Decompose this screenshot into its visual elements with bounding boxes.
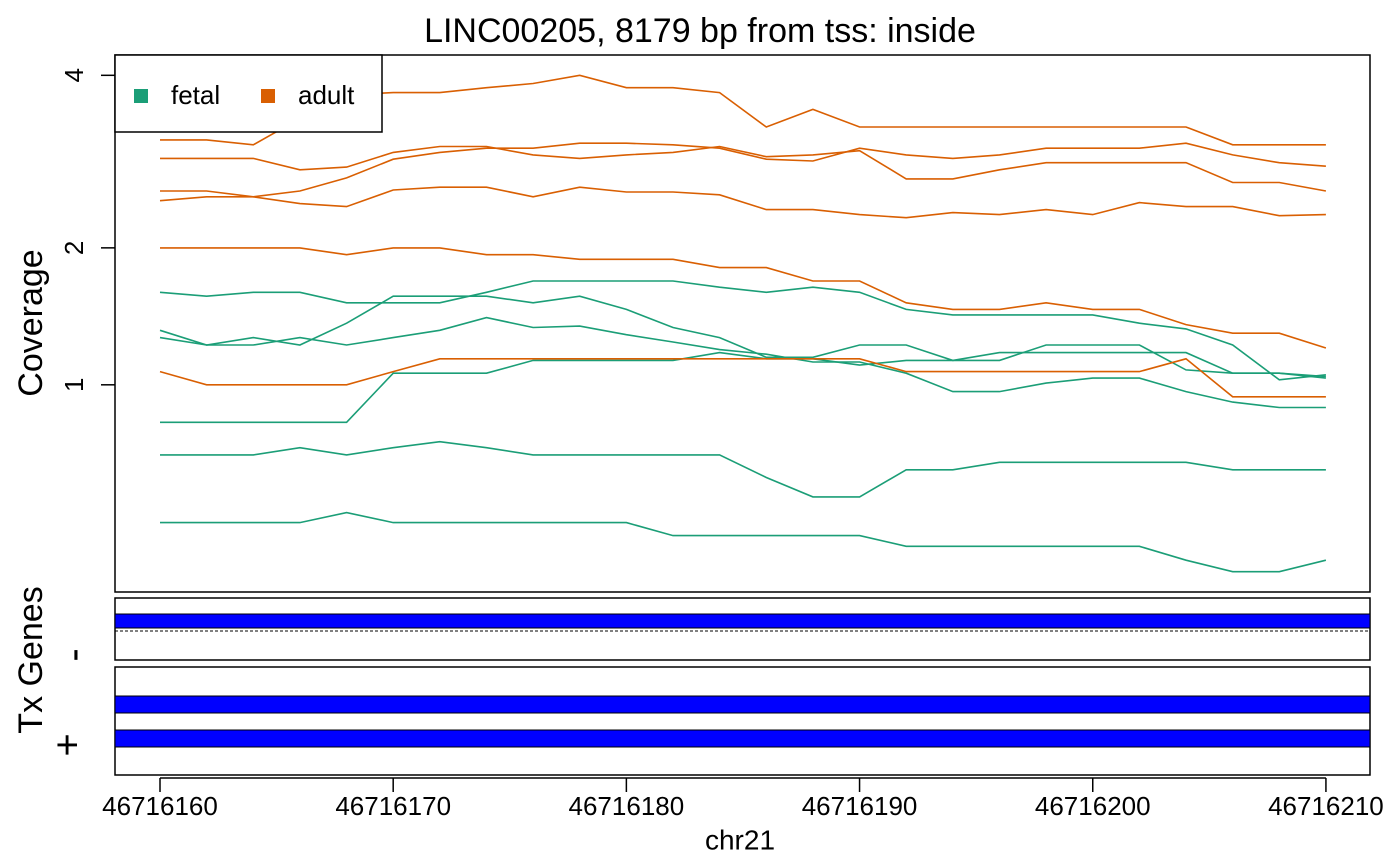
x-tick-label: 46716210	[1268, 791, 1384, 821]
series-line	[160, 145, 1327, 192]
series-line	[160, 511, 1327, 573]
legend-swatch	[261, 89, 275, 103]
x-tick-label: 46716180	[569, 791, 685, 821]
x-tick-label: 46716190	[802, 791, 918, 821]
legend-label: fetal	[171, 80, 220, 110]
legend: fetal adult	[114, 54, 383, 133]
series-line	[159, 316, 1326, 409]
x-tick-label: 46716200	[1035, 791, 1151, 821]
series-line	[159, 280, 1326, 381]
series-line	[160, 142, 1326, 198]
series-line	[159, 186, 1326, 219]
y-axis-label: Coverage	[12, 249, 50, 396]
track-label: Tx Genes	[12, 586, 50, 733]
chart-title: LINC00205, 8179 bp from tss: inside	[424, 12, 976, 50]
gene-bar	[114, 729, 1371, 748]
y-tick-label: 1	[59, 378, 89, 392]
legend-frame	[114, 54, 383, 133]
gene-bar	[114, 695, 1371, 714]
y-tick-label: 4	[59, 68, 89, 82]
x-tick-label: 46716170	[335, 791, 451, 821]
x-tick-label: 46716160	[102, 791, 218, 821]
series-line	[160, 351, 1326, 424]
strand-label: -	[52, 648, 96, 661]
strand-label: +	[46, 733, 90, 756]
series-line	[160, 247, 1327, 349]
series-line	[160, 440, 1326, 498]
legend-swatch	[134, 89, 148, 103]
series-line	[159, 357, 1326, 398]
x-axis-label: chr21	[705, 824, 775, 855]
series-line	[159, 295, 1326, 379]
y-tick-label: 2	[59, 241, 89, 255]
plus-track-frame	[114, 666, 1371, 776]
legend-label: adult	[298, 80, 355, 110]
gene-bar	[114, 613, 1371, 629]
plot-frame	[114, 54, 1371, 593]
minus-track-frame	[114, 597, 1371, 661]
